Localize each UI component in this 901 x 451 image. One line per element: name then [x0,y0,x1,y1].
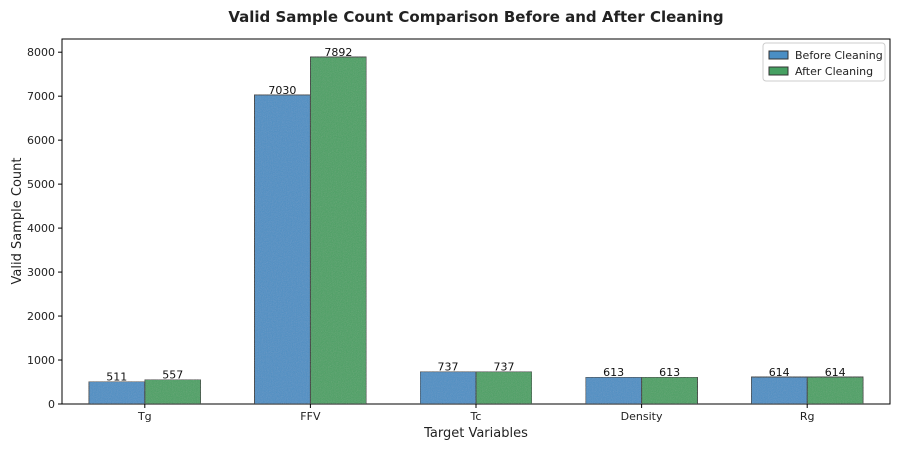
y-tick-label: 3000 [27,266,55,279]
bar-after-density [641,376,699,405]
y-tick-label: 4000 [27,222,55,235]
x-tick-label: Tg [137,410,152,423]
data-label: 557 [162,369,183,382]
bars-group [88,56,864,405]
x-axis: Tg FFV Tc Density Rg [137,404,815,423]
legend: Before Cleaning After Cleaning [762,42,886,82]
legend-label: Before Cleaning [795,49,883,62]
x-tick-label: FFV [300,410,321,423]
bar-before-rg [750,376,808,405]
legend-box [762,42,886,82]
data-label: 614 [825,366,846,379]
data-label: 737 [438,361,459,374]
data-labels-group: 511 557 7030 7892 737 737 613 613 614 614 [106,46,845,384]
bar-before-tc [419,371,477,405]
bar-before-ffv [253,94,311,405]
data-label: 613 [659,366,680,379]
data-label: 511 [106,371,127,384]
bar-before-tg [88,381,146,405]
y-tick-label: 2000 [27,310,55,323]
legend-swatch [768,66,789,76]
y-tick-label: 5000 [27,178,55,191]
data-label: 7892 [324,46,352,59]
bar-before-density [585,376,643,405]
bar-after-rg [806,376,864,405]
y-tick-label: 1000 [27,354,55,367]
legend-label: After Cleaning [795,65,873,78]
y-tick-label: 7000 [27,90,55,103]
y-axis: 0 1000 2000 3000 4000 5000 6000 7000 8000 [27,46,62,411]
plot-frame [61,38,891,405]
data-label: 7030 [268,84,296,97]
bar-after-tc [475,371,533,405]
y-tick-label: 0 [48,398,55,411]
bar-after-tg [144,379,202,405]
data-label: 613 [603,366,624,379]
bar-after-ffv [309,56,367,405]
x-tick-label: Density [621,410,663,423]
x-tick-label: Tc [470,410,482,423]
chart-title: Valid Sample Count Comparison Before and… [228,8,723,26]
x-tick-label: Rg [800,410,815,423]
data-label: 737 [494,361,515,374]
y-tick-label: 8000 [27,46,55,59]
x-axis-label: Target Variables [423,426,528,441]
data-label: 614 [769,366,790,379]
legend-swatch [768,50,789,60]
y-tick-label: 6000 [27,134,55,147]
y-axis-label: Valid Sample Count [10,158,25,285]
